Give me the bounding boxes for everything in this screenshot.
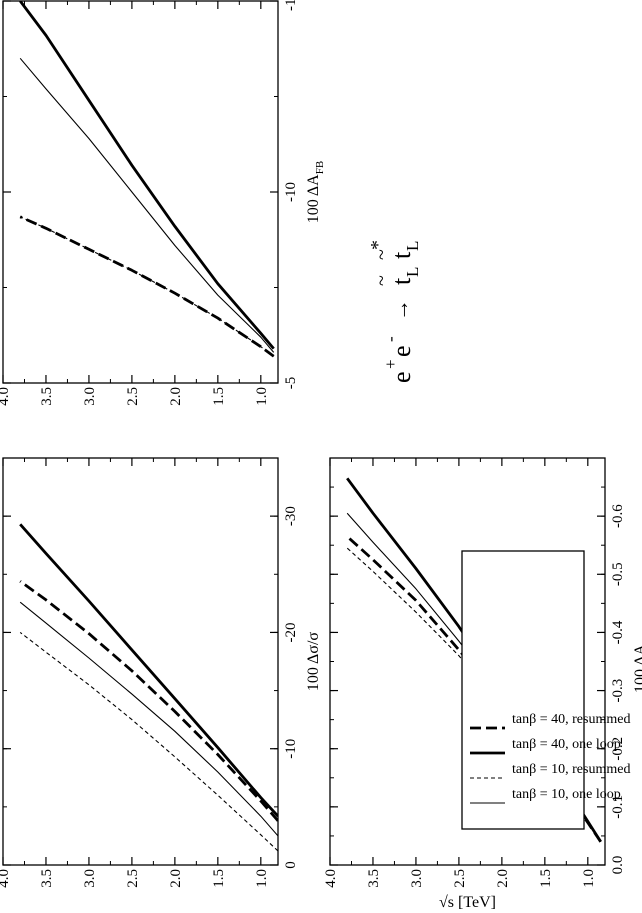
x-tick-label-alr: 2.0 <box>495 869 511 888</box>
y-tick-label-afb: -15 <box>283 0 299 11</box>
y-tick-label-alr: -0.2 <box>610 737 626 761</box>
series-line-alr-1 <box>346 547 602 843</box>
y-tick-label-afb: -5 <box>283 377 299 390</box>
legend-label-2: tanβ = 40, one loop <box>512 737 621 752</box>
series-line-afb-0 <box>19 57 275 353</box>
x-axis-afb: 1.0 1.5 2.0 2.5 3.0 3.5 4.0 <box>0 1 270 406</box>
series-line-sigma-2 <box>19 523 278 818</box>
process-sup-plus: + <box>381 359 400 369</box>
process-label: e + e - → ~ t L ~ t * L <box>367 240 422 383</box>
panel-sigma: 0 -10 -20 -30 1.0 1.5 2.0 2.5 3.0 3.5 4.0 100 Δσ/… <box>0 457 322 888</box>
x-tick-label-sigma: 3.0 <box>82 869 98 888</box>
x-tick-label-alr: 2.5 <box>452 869 468 888</box>
series-line-sigma-0 <box>19 601 278 837</box>
y-tick-label-sigma: -30 <box>283 506 299 526</box>
ylabel-sigma: 100 Δσ/σ <box>305 632 322 691</box>
process-sub-L-2: L <box>403 241 422 251</box>
process-t-2: t <box>387 251 416 259</box>
process-tilde-2: ~ <box>371 249 393 260</box>
x-tick-label-alr: 3.0 <box>409 869 425 888</box>
legend-label-1: tanβ = 10, resummed <box>512 762 630 777</box>
y-axis-sigma: 0 -10 -20 -30 <box>3 457 299 869</box>
legend-label-0: tanβ = 10, one loop <box>512 787 621 802</box>
ylabel-sigma-main: 100 Δσ/σ <box>305 632 322 691</box>
x-tick-label-sigma: 2.5 <box>125 869 141 888</box>
x-tick-label-afb: 1.0 <box>254 387 270 406</box>
series-line-afb-2 <box>19 1 275 350</box>
x-axis-alr: 1.0 1.5 2.0 2.5 3.0 3.5 4.0 <box>323 458 597 888</box>
ylabel-afb-main: 100 ΔA <box>305 174 322 223</box>
x-tick-label-sigma: 1.5 <box>211 869 227 888</box>
y-tick-label-alr: -0.6 <box>610 504 626 528</box>
panel-afb: -5 -10 -15 1.0 1.5 2.0 2.5 3.0 3.5 4.0 100 ΔAFB <box>0 0 326 406</box>
y-tick-label-sigma: 0 <box>283 861 299 869</box>
series-line-sigma-3 <box>19 580 278 822</box>
process-e-minus: e <box>387 345 416 357</box>
x-tick-label-afb: 2.5 <box>125 387 141 406</box>
y-tick-label-afb: -10 <box>283 182 299 202</box>
ylabel-afb-sub: FB <box>314 161 326 174</box>
ylabel-alr: 100 ΔALR <box>632 629 642 693</box>
y-axis-alr: 0.0 -0.1 -0.2 -0.3 -0.4 -0.5 -0.6 <box>330 486 626 875</box>
y-tick-label-sigma: -20 <box>283 622 299 642</box>
x-tick-label-sigma: 1.0 <box>254 869 270 888</box>
x-tick-label-alr: 1.0 <box>581 869 597 888</box>
x-axis-sigma: 1.0 1.5 2.0 2.5 3.0 3.5 4.0 <box>0 458 270 888</box>
x-tick-label-sigma: 3.5 <box>39 869 55 888</box>
x-tick-label-afb: 1.5 <box>211 387 227 406</box>
x-tick-label-alr: 1.5 <box>538 869 554 888</box>
process-e-plus: e <box>387 371 416 383</box>
x-tick-label-afb: 3.5 <box>39 387 55 406</box>
x-tick-label-afb: 3.0 <box>82 387 98 406</box>
xlabel-alr: √s [TeV] <box>439 894 496 911</box>
y-tick-label-alr: -0.5 <box>610 562 626 586</box>
series-line-afb-1 <box>19 216 275 357</box>
process-sub-L-1: L <box>403 267 422 277</box>
process-star: * <box>367 240 389 250</box>
plot-frame-afb <box>2 0 279 384</box>
ylabel-alr-main: 100 ΔA <box>632 644 642 693</box>
legend: tanβ = 10, one loop tanβ = 10, resummed ta… <box>461 550 630 830</box>
x-tick-label-sigma: 2.0 <box>168 869 184 888</box>
series-layer-afb <box>19 1 275 358</box>
x-tick-label-afb: 2.0 <box>168 387 184 406</box>
y-axis-afb: -5 -10 -15 <box>3 0 299 389</box>
ylabel-afb: 100 ΔAFB <box>305 161 326 223</box>
x-tick-label-afb: 4.0 <box>0 387 12 406</box>
y-tick-label-sigma: -10 <box>283 739 299 759</box>
y-tick-label-alr: -0.1 <box>610 795 626 819</box>
process-arrow: → <box>388 299 413 321</box>
process-sup-minus: - <box>381 336 400 342</box>
x-tick-label-alr: 4.0 <box>323 869 339 888</box>
y-tick-label-alr: -0.4 <box>610 620 626 644</box>
series-line-afb-3 <box>19 215 275 358</box>
legend-box <box>461 550 585 830</box>
process-tilde-1: ~ <box>371 275 393 286</box>
y-tick-label-alr: 0.0 <box>610 856 626 875</box>
legend-label-3: tanβ = 40, resummed <box>512 712 630 727</box>
plot-frame-sigma <box>2 457 279 866</box>
y-tick-label-alr: -0.3 <box>610 679 626 703</box>
process-t-1: t <box>387 277 416 285</box>
series-line-sigma-1 <box>19 631 278 852</box>
series-layer-sigma <box>19 523 278 852</box>
x-tick-label-sigma: 4.0 <box>0 869 12 888</box>
x-tick-label-alr: 3.5 <box>366 869 382 888</box>
